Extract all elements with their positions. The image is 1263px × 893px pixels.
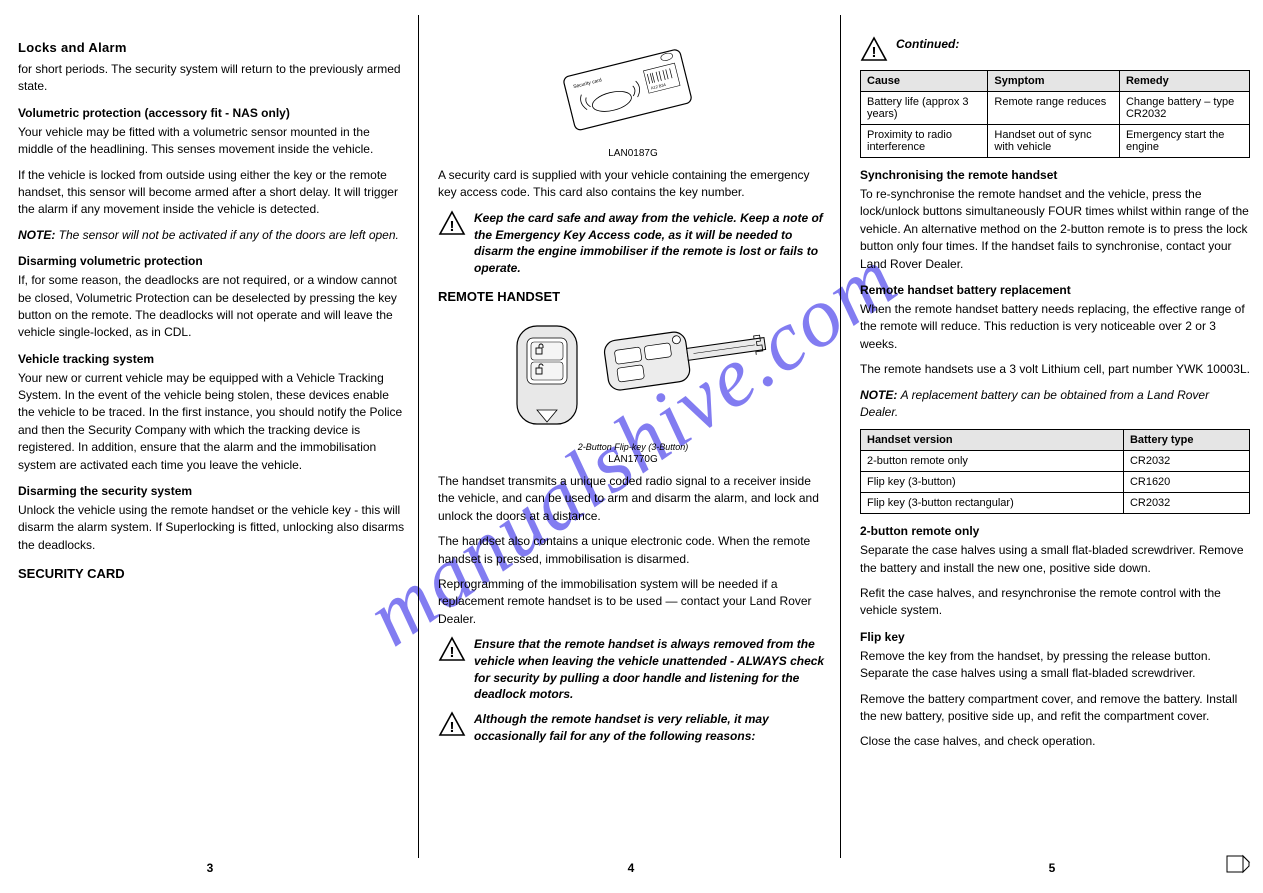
- warning-3-text: Although the remote handset is very reli…: [474, 711, 828, 745]
- section-tracking-title: Vehicle tracking system: [18, 352, 408, 366]
- section-volumetric-title: Volumetric protection (accessory fit - N…: [18, 106, 408, 120]
- cell: Emergency start the engine: [1119, 125, 1249, 158]
- p3: The handset also contains a unique elect…: [438, 533, 828, 568]
- tbl2-h2: Battery type: [1123, 430, 1249, 451]
- cell: CR1620: [1123, 472, 1249, 493]
- h9: 2-button remote only: [860, 524, 1250, 538]
- page-container: manualshive.com Locks and Alarm for shor…: [0, 0, 1263, 893]
- cell: Remote range reduces: [988, 92, 1120, 125]
- cell: Proximity to radio interference: [861, 125, 988, 158]
- p10a: Remove the key from the handset, by pres…: [860, 648, 1250, 683]
- warning-continued-text: Continued:: [896, 36, 1250, 53]
- cell: Battery life (approx 3 years): [861, 92, 988, 125]
- column-mid: Security card A12 B34 LAN0187G: [438, 28, 828, 753]
- p10c: Close the case halves, and check operati…: [860, 733, 1250, 750]
- tbl1-h2: Symptom: [988, 71, 1120, 92]
- s1-p2: If the vehicle is locked from outside us…: [18, 167, 408, 219]
- s1-p1: Your vehicle may be fitted with a volume…: [18, 124, 408, 159]
- battery-table: Handset version Battery type 2-button re…: [860, 429, 1250, 514]
- page-turn-icon: [1223, 848, 1251, 881]
- intro-text: for short periods. The security system w…: [18, 61, 408, 96]
- tbl1-h3: Remedy: [1119, 71, 1249, 92]
- section-security-card-title: SECURITY CARD: [18, 566, 408, 581]
- warning-continued: ! Continued:: [860, 36, 1250, 62]
- s1-note-text: The sensor will not be activated if any …: [59, 228, 399, 242]
- page-number-mid: 4: [621, 861, 641, 875]
- warning-triangle-icon: !: [438, 711, 466, 737]
- svg-text:!: !: [450, 719, 455, 736]
- svg-text:!: !: [450, 644, 455, 661]
- remote-handset-figure: 2-Button Flip-key (3-Button) LAN1770G: [438, 312, 828, 465]
- s7-p: To re-synchronise the remote handset and…: [860, 186, 1250, 273]
- table-row: Proximity to radio interference Handset …: [861, 125, 1250, 158]
- p10b: Remove the battery compartment cover, an…: [860, 691, 1250, 726]
- section-disarm-volumetric-title: Disarming volumetric protection: [18, 254, 408, 268]
- s8-note-text: A replacement battery can be obtained fr…: [860, 388, 1209, 419]
- warning-2: ! Ensure that the remote handset is alwa…: [438, 636, 828, 703]
- section-sync-title: Synchronising the remote handset: [860, 168, 1250, 182]
- p4: Reprogramming of the immobilisation syst…: [438, 576, 828, 628]
- page-number-left: 3: [200, 861, 220, 875]
- cell: 2-button remote only: [861, 451, 1124, 472]
- cell: CR2032: [1123, 493, 1249, 514]
- h10: Flip key: [860, 630, 1250, 644]
- cell: Change battery – type CR2032: [1119, 92, 1249, 125]
- p2: The handset transmits a unique coded rad…: [438, 473, 828, 525]
- p1: A security card is supplied with your ve…: [438, 167, 828, 202]
- cell: Flip key (3-button): [861, 472, 1124, 493]
- s3-p: Your new or current vehicle may be equip…: [18, 370, 408, 474]
- cell: Handset out of sync with vehicle: [988, 125, 1120, 158]
- page-number-right: 5: [1042, 861, 1062, 875]
- table-row: 2-button remote onlyCR2032: [861, 451, 1250, 472]
- warning-3: ! Although the remote handset is very re…: [438, 711, 828, 745]
- s8-note: NOTE: A replacement battery can be obtai…: [860, 387, 1250, 422]
- figure1-caption: LAN0187G: [438, 148, 828, 159]
- warning-triangle-icon: !: [860, 36, 888, 62]
- warning-1-text: Keep the card safe and away from the veh…: [474, 210, 828, 277]
- figure2-label-text: 2-Button Flip-key (3-Button): [578, 442, 689, 452]
- s1-note: NOTE: The sensor will not be activated i…: [18, 227, 408, 244]
- table-row: Battery life (approx 3 years) Remote ran…: [861, 92, 1250, 125]
- section-battery-title: Remote handset battery replacement: [860, 283, 1250, 297]
- s4-p: Unlock the vehicle using the remote hand…: [18, 502, 408, 554]
- section-disarm-security-title: Disarming the security system: [18, 484, 408, 498]
- table-row: Flip key (3-button rectangular)CR2032: [861, 493, 1250, 514]
- page-title: Locks and Alarm: [18, 40, 408, 55]
- warning-triangle-icon: !: [438, 210, 466, 236]
- column-divider-1: [418, 15, 419, 858]
- cell: Flip key (3-button rectangular): [861, 493, 1124, 514]
- security-card-figure: Security card A12 B34 LAN0187G: [438, 36, 828, 159]
- s8-p1: When the remote handset battery needs re…: [860, 301, 1250, 353]
- tbl2-h1: Handset version: [861, 430, 1124, 451]
- tbl1-h1: Cause: [861, 71, 988, 92]
- column-right: ! Continued: Cause Symptom Remedy Batter…: [860, 28, 1250, 759]
- column-divider-2: [840, 15, 841, 858]
- s8-p2: The remote handsets use a 3 volt Lithium…: [860, 361, 1250, 378]
- figure2-caption: LAN1770G: [438, 454, 828, 465]
- section-remote-handset-title: REMOTE HANDSET: [438, 289, 828, 304]
- security-card-illustration: Security card A12 B34: [548, 36, 718, 146]
- warning-1: ! Keep the card safe and away from the v…: [438, 210, 828, 277]
- warning-2-text: Ensure that the remote handset is always…: [474, 636, 828, 703]
- s2-p: If, for some reason, the deadlocks are n…: [18, 272, 408, 342]
- svg-text:!: !: [872, 44, 877, 61]
- column-left: Locks and Alarm for short periods. The s…: [18, 28, 408, 587]
- svg-text:!: !: [450, 218, 455, 235]
- p9b: Refit the case halves, and resynchronise…: [860, 585, 1250, 620]
- table-row: Flip key (3-button)CR1620: [861, 472, 1250, 493]
- cell: CR2032: [1123, 451, 1249, 472]
- fault-table: Cause Symptom Remedy Battery life (appro…: [860, 70, 1250, 158]
- p9a: Separate the case halves using a small f…: [860, 542, 1250, 577]
- figure2-labels: 2-Button Flip-key (3-Button): [438, 442, 828, 452]
- warning-triangle-icon: !: [438, 636, 466, 662]
- remote-handset-illustration: [483, 312, 783, 442]
